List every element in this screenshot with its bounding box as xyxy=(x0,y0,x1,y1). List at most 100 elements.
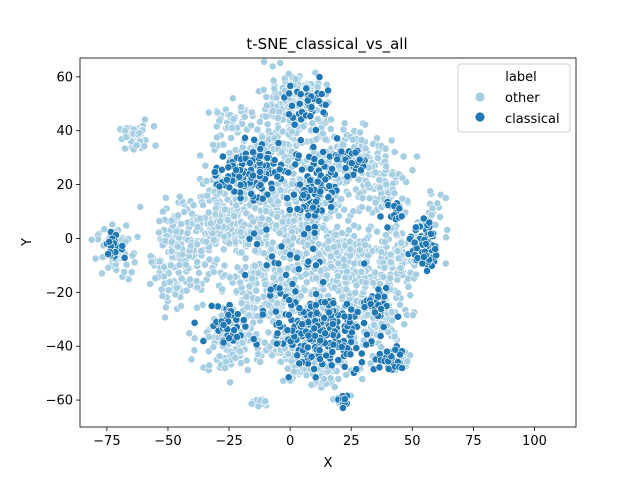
legend-label-other: other xyxy=(505,91,540,106)
data-point-classical xyxy=(296,180,304,189)
data-point-other xyxy=(151,141,160,150)
data-point-other xyxy=(394,288,402,297)
data-point-classical xyxy=(272,339,281,348)
data-point-other xyxy=(127,268,136,277)
data-point-classical xyxy=(282,270,290,279)
data-point-other xyxy=(100,225,109,234)
data-point-other xyxy=(436,213,444,221)
legend-title: label xyxy=(505,70,536,85)
data-point-classical xyxy=(382,347,391,356)
data-point-classical xyxy=(290,120,299,129)
data-point-classical xyxy=(310,228,319,237)
data-point-other xyxy=(396,300,404,309)
data-point-classical xyxy=(321,100,330,109)
data-point-classical xyxy=(360,259,369,268)
data-point-other xyxy=(289,216,298,225)
data-point-other xyxy=(345,237,354,246)
data-point-other xyxy=(243,366,252,374)
data-point-other xyxy=(409,311,417,320)
data-point-other xyxy=(333,222,342,231)
data-point-other xyxy=(209,267,218,276)
x-tick-label: 50 xyxy=(404,434,421,449)
data-point-classical xyxy=(362,330,371,339)
data-point-other xyxy=(358,194,367,202)
data-point-other xyxy=(313,115,322,123)
data-point-other xyxy=(174,211,183,220)
data-point-classical xyxy=(341,164,350,172)
data-point-classical xyxy=(304,331,313,340)
data-point-other xyxy=(122,221,131,230)
data-point-classical xyxy=(298,320,307,329)
data-point-classical xyxy=(295,304,304,313)
data-point-other xyxy=(273,114,282,122)
data-point-other xyxy=(382,180,391,189)
data-point-other xyxy=(278,217,287,226)
data-point-classical xyxy=(373,292,382,301)
data-point-other xyxy=(161,193,170,202)
data-point-classical xyxy=(360,303,369,311)
data-point-other xyxy=(326,125,335,133)
data-point-other xyxy=(226,378,234,387)
data-point-other xyxy=(364,225,373,234)
data-point-other xyxy=(220,261,229,270)
data-point-other xyxy=(155,257,164,266)
data-point-classical xyxy=(245,158,254,167)
data-point-other xyxy=(321,135,330,144)
data-point-other xyxy=(338,292,347,301)
data-point-classical xyxy=(224,163,233,172)
data-point-other xyxy=(443,225,452,234)
data-point-classical xyxy=(328,348,337,356)
data-point-classical xyxy=(285,110,293,119)
data-point-other xyxy=(236,278,244,287)
data-point-other xyxy=(201,161,210,170)
data-point-other xyxy=(348,135,357,144)
data-point-classical xyxy=(411,223,420,232)
data-point-other xyxy=(208,229,217,238)
data-point-other xyxy=(283,364,292,373)
data-point-other xyxy=(140,142,149,151)
data-point-classical xyxy=(320,298,329,307)
data-point-other xyxy=(362,278,370,287)
data-point-other xyxy=(390,148,399,156)
data-point-other xyxy=(202,237,211,246)
data-point-classical xyxy=(273,329,282,338)
data-point-classical xyxy=(316,336,325,345)
data-point-classical xyxy=(210,168,219,176)
data-point-other xyxy=(373,227,381,236)
data-point-classical xyxy=(222,175,231,184)
data-point-classical xyxy=(317,158,326,166)
data-point-classical xyxy=(426,229,435,238)
data-point-other xyxy=(189,201,198,210)
data-point-classical xyxy=(311,373,320,382)
data-point-classical xyxy=(395,204,404,213)
data-point-classical xyxy=(337,147,346,156)
data-point-classical xyxy=(262,261,271,270)
data-point-other xyxy=(387,258,395,267)
data-point-classical xyxy=(339,403,347,412)
data-point-classical xyxy=(303,96,312,105)
data-point-other xyxy=(120,267,129,276)
data-point-classical xyxy=(355,155,364,164)
data-point-classical xyxy=(431,245,440,253)
data-point-classical xyxy=(347,159,356,168)
data-point-other xyxy=(262,101,271,110)
data-point-other xyxy=(312,274,321,283)
data-point-other xyxy=(204,208,213,217)
data-point-classical xyxy=(418,259,427,268)
data-point-other xyxy=(128,251,137,260)
data-point-other xyxy=(250,261,259,270)
data-point-classical xyxy=(247,189,256,198)
data-point-classical xyxy=(274,259,283,268)
data-point-other xyxy=(253,295,262,304)
data-point-other xyxy=(262,93,271,101)
data-point-classical xyxy=(225,334,233,343)
data-point-other xyxy=(185,329,194,338)
y-axis-label: Y xyxy=(20,238,35,247)
data-point-other xyxy=(227,124,236,132)
data-point-other xyxy=(132,141,141,150)
data-point-classical xyxy=(309,143,318,151)
data-point-other xyxy=(352,281,361,290)
data-point-classical xyxy=(311,126,320,135)
data-point-classical xyxy=(324,193,333,202)
data-point-other xyxy=(398,194,407,203)
